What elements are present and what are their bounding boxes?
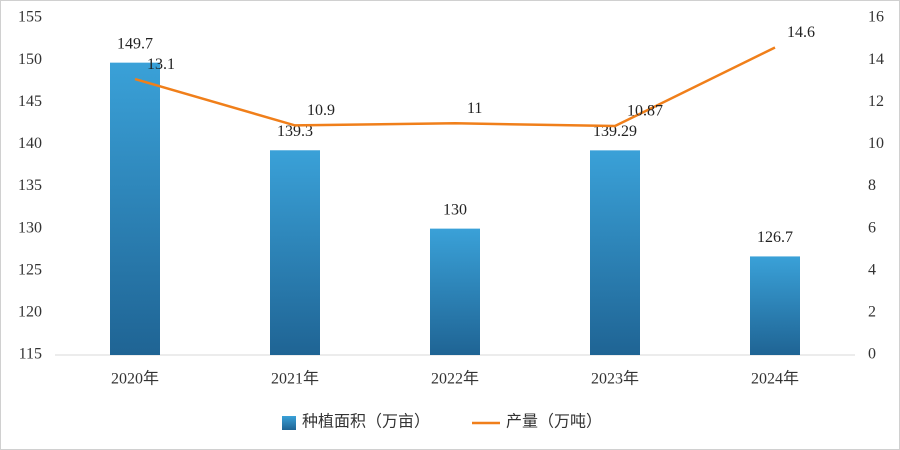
y-tick-label: 120 <box>18 304 42 321</box>
bar-value-label: 149.7 <box>117 35 153 52</box>
y2-tick-label: 10 <box>868 135 884 152</box>
y-tick-label: 130 <box>18 219 42 236</box>
y-tick-label: 140 <box>18 135 42 152</box>
y2-tick-label: 4 <box>868 261 876 278</box>
x-tick-label: 2024年 <box>751 370 799 388</box>
bar-value-label: 139.3 <box>277 123 313 140</box>
x-tick-label: 2022年 <box>431 370 479 388</box>
y2-tick-label: 0 <box>868 346 876 363</box>
bar <box>590 150 640 355</box>
bar <box>110 62 160 356</box>
y-tick-label: 135 <box>18 177 42 194</box>
bar <box>270 150 320 355</box>
legend-label: 产量（万吨） <box>506 413 602 431</box>
line-value-label: 10.87 <box>627 103 663 120</box>
legend-swatch <box>282 416 296 430</box>
line <box>134 46 776 128</box>
x-tick-label: 2023年 <box>591 370 639 388</box>
line-value-label: 11 <box>467 100 482 117</box>
x-tick-label: 2021年 <box>271 370 319 388</box>
bar-value-label: 130 <box>443 201 467 218</box>
line-value-label: 14.6 <box>787 24 815 41</box>
y2-tick-label: 8 <box>868 177 876 194</box>
line-value-label: 10.9 <box>307 102 335 119</box>
y-tick-label: 150 <box>18 51 42 68</box>
bar <box>430 228 480 355</box>
y2-tick-label: 2 <box>868 304 876 321</box>
y-tick-label: 115 <box>19 346 42 363</box>
line-value-label: 13.1 <box>147 56 175 73</box>
y2-tick-label: 12 <box>868 93 884 110</box>
y-tick-label: 125 <box>18 261 42 278</box>
y-tick-label: 155 <box>18 9 42 26</box>
x-tick-label: 2020年 <box>111 370 159 388</box>
bar-value-label: 139.29 <box>593 123 637 140</box>
bar <box>750 256 800 355</box>
bar-value-label: 126.7 <box>757 229 793 246</box>
legend-label: 种植面积（万亩） <box>302 413 430 431</box>
y2-tick-label: 6 <box>868 219 876 236</box>
y-tick-label: 145 <box>18 93 42 110</box>
y2-tick-label: 14 <box>868 51 884 68</box>
y2-tick-label: 16 <box>868 9 884 26</box>
